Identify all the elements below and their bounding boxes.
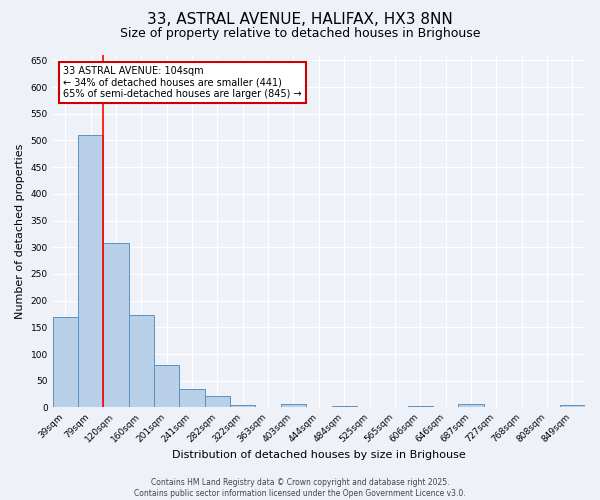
Text: 33, ASTRAL AVENUE, HALIFAX, HX3 8NN: 33, ASTRAL AVENUE, HALIFAX, HX3 8NN <box>147 12 453 28</box>
Bar <box>458 404 484 407</box>
Bar <box>78 135 103 407</box>
Bar <box>407 406 433 408</box>
Text: 33 ASTRAL AVENUE: 104sqm
← 34% of detached houses are smaller (441)
65% of semi-: 33 ASTRAL AVENUE: 104sqm ← 34% of detach… <box>64 66 302 99</box>
Text: Size of property relative to detached houses in Brighouse: Size of property relative to detached ho… <box>120 28 480 40</box>
Text: Contains HM Land Registry data © Crown copyright and database right 2025.
Contai: Contains HM Land Registry data © Crown c… <box>134 478 466 498</box>
Bar <box>179 390 205 407</box>
Bar <box>332 406 357 408</box>
Bar <box>129 314 154 408</box>
Bar <box>560 405 585 407</box>
Bar <box>205 396 230 407</box>
Bar <box>154 365 179 408</box>
Y-axis label: Number of detached properties: Number of detached properties <box>15 144 25 319</box>
X-axis label: Distribution of detached houses by size in Brighouse: Distribution of detached houses by size … <box>172 450 466 460</box>
Bar <box>103 243 129 408</box>
Bar <box>230 406 256 407</box>
Bar <box>281 404 306 407</box>
Bar <box>53 316 78 408</box>
